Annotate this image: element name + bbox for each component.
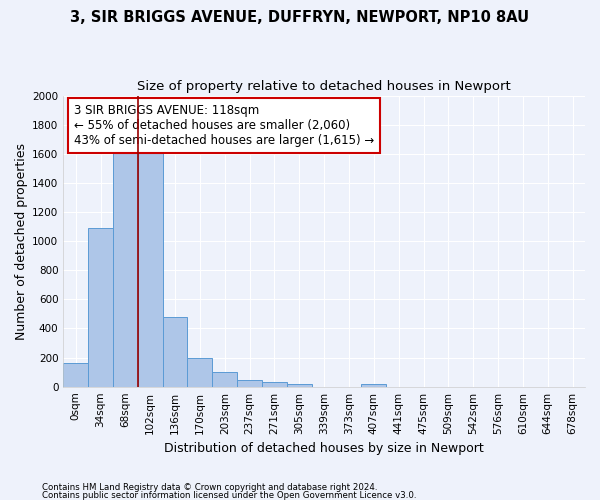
- Text: Contains public sector information licensed under the Open Government Licence v3: Contains public sector information licen…: [42, 490, 416, 500]
- Y-axis label: Number of detached properties: Number of detached properties: [15, 142, 28, 340]
- Bar: [138, 150, 163, 386]
- Bar: [237, 380, 262, 386]
- Bar: [113, 150, 138, 386]
- Bar: [287, 384, 312, 386]
- Bar: [63, 362, 88, 386]
- Text: Contains HM Land Registry data © Crown copyright and database right 2024.: Contains HM Land Registry data © Crown c…: [42, 484, 377, 492]
- Text: 3 SIR BRIGGS AVENUE: 118sqm
← 55% of detached houses are smaller (2,060)
43% of : 3 SIR BRIGGS AVENUE: 118sqm ← 55% of det…: [74, 104, 374, 148]
- Title: Size of property relative to detached houses in Newport: Size of property relative to detached ho…: [137, 80, 511, 93]
- Bar: [262, 382, 287, 386]
- Bar: [88, 228, 113, 386]
- Bar: [212, 372, 237, 386]
- Bar: [361, 384, 386, 386]
- X-axis label: Distribution of detached houses by size in Newport: Distribution of detached houses by size …: [164, 442, 484, 455]
- Text: 3, SIR BRIGGS AVENUE, DUFFRYN, NEWPORT, NP10 8AU: 3, SIR BRIGGS AVENUE, DUFFRYN, NEWPORT, …: [70, 10, 530, 25]
- Bar: [187, 358, 212, 386]
- Bar: [163, 317, 187, 386]
